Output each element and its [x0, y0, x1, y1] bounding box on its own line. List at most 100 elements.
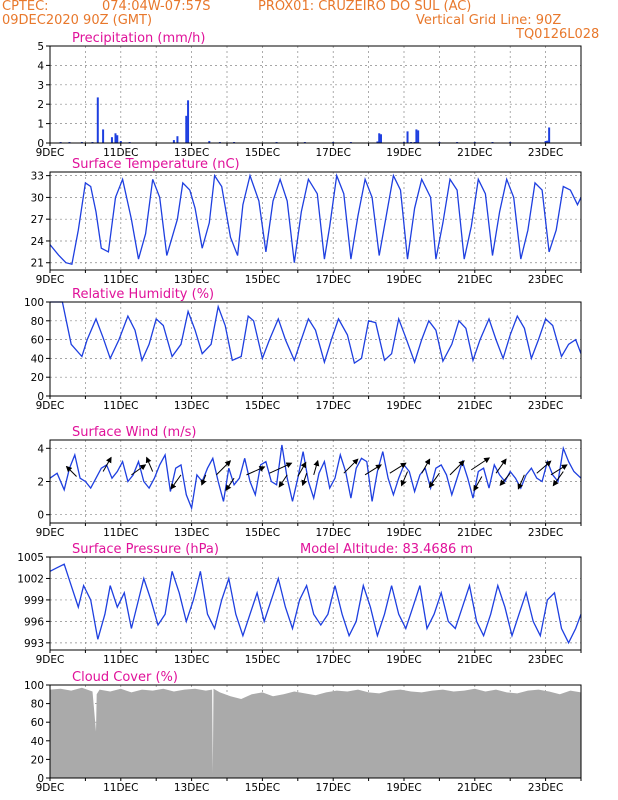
temperature-xtick-label: 15DEC — [245, 274, 280, 286]
humidity-ytick-label: 40 — [31, 353, 44, 365]
pressure-xtick-label: 17DEC — [315, 654, 350, 666]
precipitation-bar-8 — [116, 135, 119, 143]
wind-arrow-14 — [343, 458, 359, 474]
wind-panel: 0 2 4 9DEC 11DEC 13DEC 15DEC 17DEC 19DEC 21DEC 23D… — [36, 425, 582, 539]
precipitation-ytick-label: 5 — [37, 41, 44, 53]
cloud-cover-frame — [49, 684, 582, 779]
humidity-ytick-label: 0 — [37, 391, 44, 403]
pressure-xtick-label: 19DEC — [386, 654, 421, 666]
temperature-ytick-label: 21 — [31, 258, 44, 270]
temperature-panel: 21 24 27 30 33 9DEC 11DEC 13DEC 15DEC 17DEC 19DEC 2… — [31, 157, 582, 286]
pressure-xtick-label: 11DEC — [103, 654, 138, 666]
header-date: 09DEC2020 90Z (GMT) — [2, 13, 153, 28]
pressure-xtick-label: 15DEC — [245, 654, 280, 666]
temperature-xtick-label: 11DEC — [103, 274, 138, 286]
pressure-xtick-label: 13DEC — [174, 654, 209, 666]
wind-xtick-label: 23DEC — [528, 527, 563, 539]
wind-xtick-label: 15DEC — [245, 527, 280, 539]
pressure-frame — [49, 556, 582, 651]
precipitation-bar-29 — [415, 129, 418, 143]
precipitation-bar-30 — [417, 130, 420, 143]
cloud-cover-xtick-label: 21DEC — [457, 782, 492, 794]
wind-arrow-1 — [102, 456, 112, 472]
pressure-xtick-label: 9DEC — [36, 654, 65, 666]
pressure-xtick-label: 21DEC — [457, 654, 492, 666]
wind-arrow-2 — [131, 464, 147, 476]
precipitation-ytick-label: 1 — [37, 119, 44, 131]
wind-arrow-10 — [278, 474, 288, 488]
wind-arrow-0 — [65, 465, 77, 477]
wind-arrow-12 — [301, 473, 308, 487]
wind-arrow-28 — [552, 471, 564, 487]
temperature-xtick-label: 19DEC — [386, 274, 421, 286]
cloud-cover-xtick-label: 15DEC — [245, 782, 280, 794]
precipitation-bar-12 — [176, 136, 179, 143]
precipitation-bar-9 — [119, 141, 122, 143]
cloud-cover-ytick-label: 80 — [31, 699, 44, 711]
precipitation-bar-14 — [187, 100, 190, 143]
precipitation-bar-22 — [376, 141, 379, 143]
humidity-xtick-label: 19DEC — [386, 400, 421, 412]
humidity-ytick-label: 20 — [31, 372, 44, 384]
wind-arrow-6 — [216, 460, 232, 476]
wind-arrow-9 — [269, 462, 293, 474]
humidity-xtick-label: 17DEC — [315, 400, 350, 412]
pressure-subtitle: Model Altitude: 83.4686 m — [300, 542, 473, 557]
wind-arrow-16 — [389, 462, 407, 474]
cloud-cover-xtick-label: 23DEC — [528, 782, 563, 794]
temperature-xtick-label: 21DEC — [457, 274, 492, 286]
wind-arrow-18 — [421, 458, 431, 474]
pressure-ytick-label: 996 — [24, 616, 44, 628]
wind-arrow-25 — [517, 474, 525, 490]
temperature-frame — [49, 171, 582, 271]
precipitation-bar-15 — [208, 141, 211, 143]
pressure-panel: 993 996 999 1002 1005 9DEC 11DEC 13DEC 15DEC 17DE… — [17, 542, 582, 666]
temperature-xtick-label: 23DEC — [528, 274, 563, 286]
precipitation-bar-11 — [172, 140, 175, 143]
wind-xtick-label: 11DEC — [103, 527, 138, 539]
precipitation-bar-36 — [544, 141, 547, 143]
chart-header: CPTEC: 074:04W-07:57S PROX01: CRUZEIRO D… — [0, 0, 618, 46]
humidity-frame — [49, 301, 582, 397]
wind-arrow-22 — [473, 476, 483, 492]
precipitation-ytick-label: 4 — [37, 60, 44, 72]
wind-arrow-20 — [449, 460, 465, 476]
cloud-cover-ytick-label: 40 — [31, 736, 44, 748]
cloud-cover-ytick-label: 20 — [31, 754, 44, 766]
precipitation-xtick-label: 23DEC — [528, 147, 563, 159]
humidity-xtick-label: 11DEC — [103, 400, 138, 412]
humidity-xtick-label: 15DEC — [245, 400, 280, 412]
pressure-ytick-label: 999 — [24, 595, 44, 607]
wind-xtick-label: 9DEC — [36, 527, 65, 539]
humidity-xtick-label: 21DEC — [457, 400, 492, 412]
precipitation-xtick-label: 9DEC — [36, 147, 65, 159]
wind-arrow-23 — [495, 458, 507, 474]
humidity-xtick-label: 9DEC — [36, 400, 65, 412]
cloud-cover-xtick-label: 9DEC — [36, 782, 65, 794]
cloud-cover-xtick-label: 13DEC — [174, 782, 209, 794]
temperature-series-line — [49, 173, 582, 265]
pressure-ytick-label: 1002 — [17, 573, 44, 585]
precipitation-bar-7 — [114, 133, 117, 143]
temperature-ytick-label: 24 — [31, 236, 45, 248]
wind-arrow-11 — [297, 461, 307, 477]
temperature-ytick-label: 30 — [31, 192, 44, 204]
temperature-xtick-label: 13DEC — [174, 274, 209, 286]
wind-arrow-21 — [470, 457, 491, 471]
precipitation-xtick-label: 11DEC — [103, 147, 138, 159]
wind-xtick-label: 13DEC — [174, 527, 209, 539]
precipitation-bar-23 — [378, 133, 381, 143]
temperature-title: Surface Temperature (nC) — [72, 157, 240, 172]
wind-xtick-label: 21DEC — [457, 527, 492, 539]
wind-arrow-27 — [550, 464, 568, 476]
precipitation-ytick-label: 2 — [37, 99, 44, 111]
wind-arrow-13 — [313, 459, 320, 475]
temperature-xtick-label: 9DEC — [36, 274, 65, 286]
wind-xtick-label: 17DEC — [315, 527, 350, 539]
header-source: CPTEC: — [2, 0, 49, 14]
precipitation-bar-26 — [406, 131, 409, 143]
humidity-panel: 0 20 40 60 80 100 9DEC 11DEC 13DEC 15DEC 17DEC 19DE… — [24, 287, 582, 412]
cloud-cover-xtick-label: 19DEC — [386, 782, 421, 794]
pressure-ytick-label: 993 — [24, 638, 44, 650]
precipitation-xtick-label: 15DEC — [245, 147, 280, 159]
